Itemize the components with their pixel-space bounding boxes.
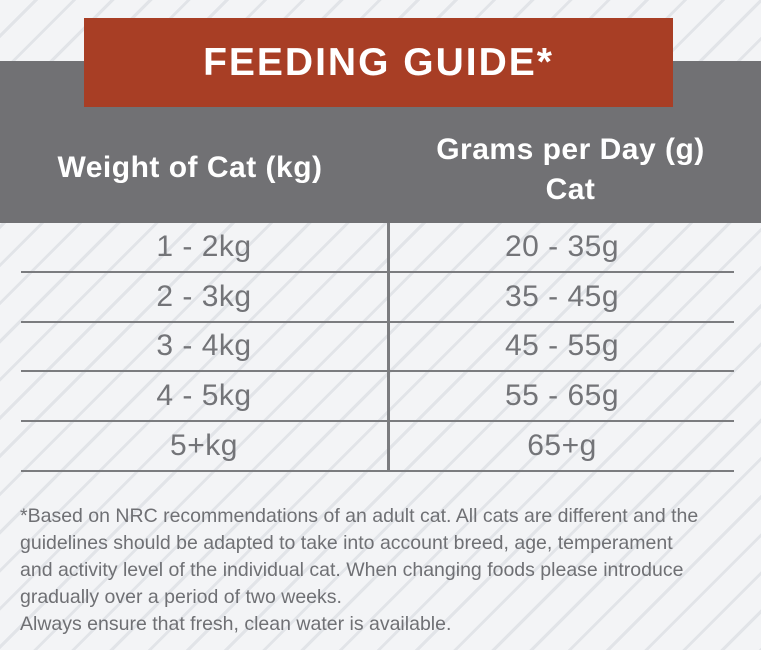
table-row: 3 - 4kg 45 - 55g xyxy=(21,323,734,373)
table-row: 4 - 5kg 55 - 65g xyxy=(21,372,734,423)
weight-cell: 4 - 5kg xyxy=(156,379,252,413)
grams-cell: 55 - 65g xyxy=(504,379,620,413)
page-title: FEEDING GUIDE* xyxy=(203,40,554,84)
table-row: 1 - 2kg 20 - 35g xyxy=(21,223,734,273)
grams-cell: 35 - 45g xyxy=(504,279,620,313)
table-row: 2 - 3kg 35 - 45g xyxy=(21,273,734,323)
weight-cell: 2 - 3kg xyxy=(156,279,252,313)
column-header-grams: Grams per Day (g) Cat xyxy=(436,133,705,206)
weight-cell: 1 - 2kg xyxy=(156,229,252,263)
weight-cell: 5+kg xyxy=(170,429,238,463)
column-divider xyxy=(387,223,390,472)
column-header-weight: Weight of Cat (kg) xyxy=(57,151,323,184)
footnote-text: *Based on NRC recommendations of an adul… xyxy=(20,505,699,635)
table-row: 5+kg 65+g xyxy=(21,422,734,472)
grams-cell: 20 - 35g xyxy=(504,229,620,263)
grams-cell: 45 - 55g xyxy=(504,329,620,363)
weight-cell: 3 - 4kg xyxy=(156,329,252,363)
feeding-table: 1 - 2kg 20 - 35g 2 - 3kg 35 - 45g 3 - 4k… xyxy=(21,223,734,472)
feeding-guide-banner: FEEDING GUIDE* xyxy=(84,18,673,107)
grams-cell: 65+g xyxy=(527,429,597,463)
